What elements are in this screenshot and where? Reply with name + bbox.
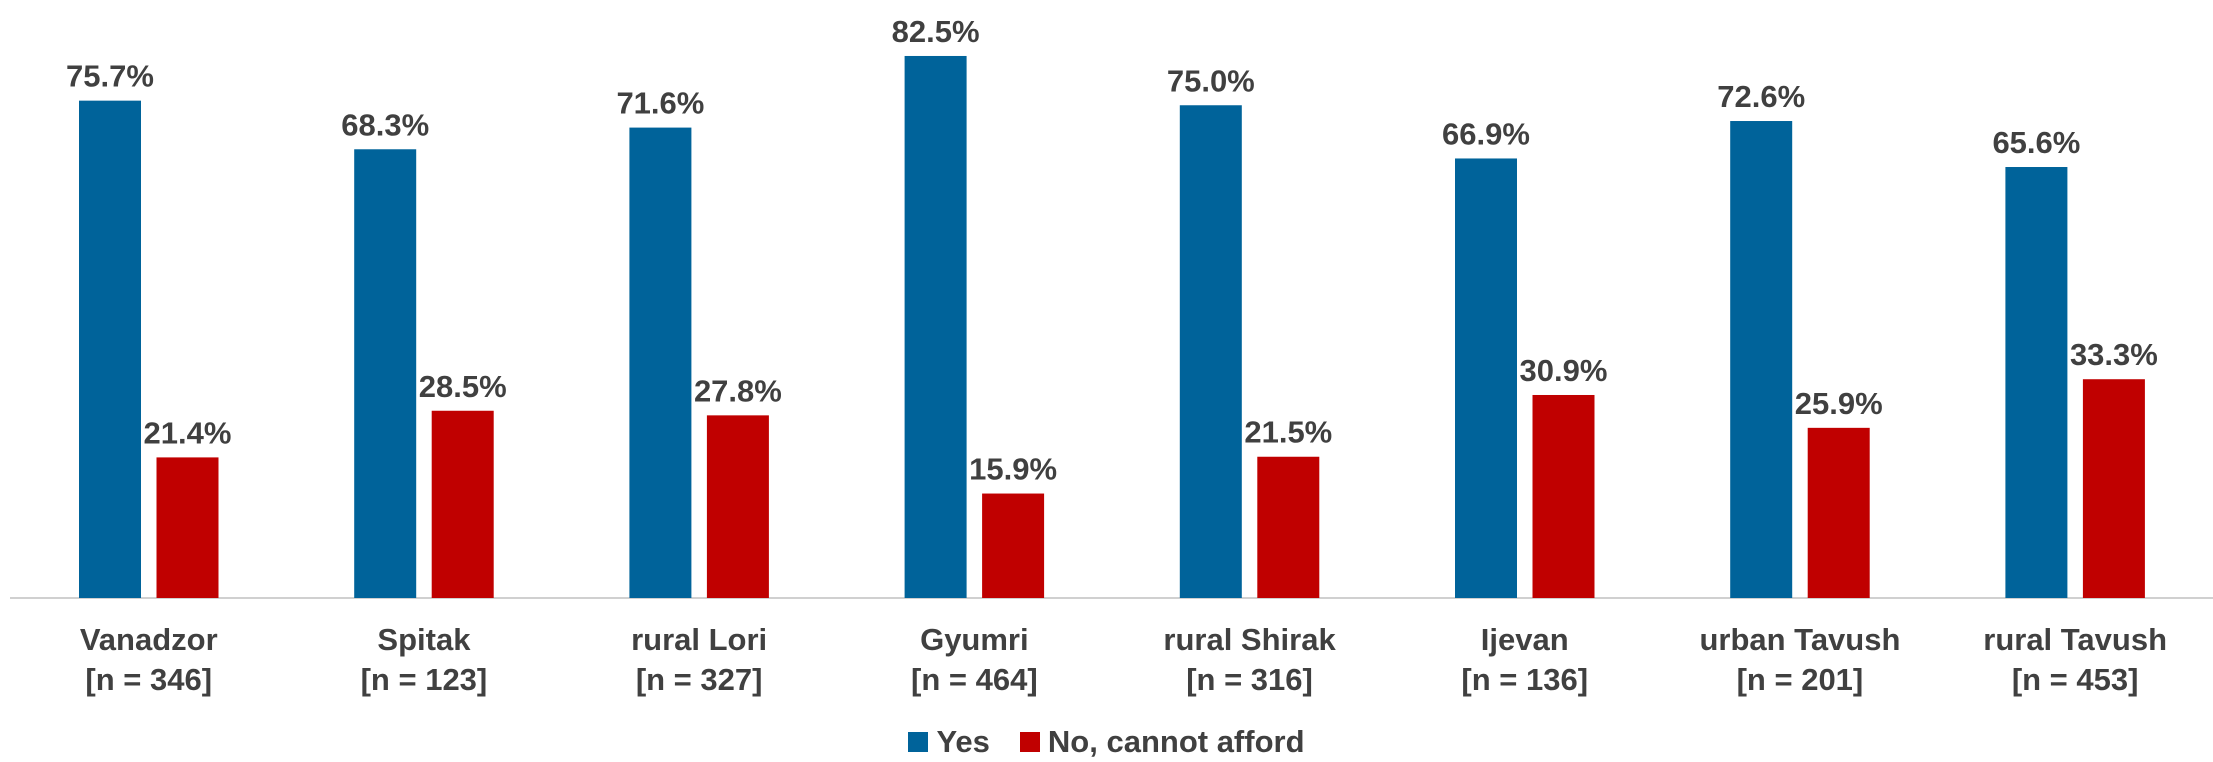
data-label: 72.6% (1717, 79, 1805, 114)
data-label: 25.9% (1795, 386, 1883, 421)
x-tick-label: Spitak [n = 123] (360, 622, 488, 697)
data-label: 33.3% (2070, 337, 2158, 372)
bar (79, 100, 141, 598)
bar (1257, 456, 1320, 598)
data-label: 75.0% (1167, 63, 1255, 98)
legend: Yes No, cannot afford (0, 724, 2213, 760)
data-label: 27.8% (694, 373, 782, 408)
legend-swatch (1019, 732, 1040, 752)
x-tick-label: rural Lori [n = 327] (631, 622, 768, 697)
bar (354, 149, 417, 599)
x-tick-label: Vanadzor [n = 346] (79, 622, 218, 697)
data-label: 30.9% (1520, 353, 1608, 388)
bar (1807, 427, 1870, 598)
data-label: 71.6% (616, 86, 704, 121)
bar (2082, 379, 2145, 598)
legend-label: Yes (936, 724, 990, 759)
data-label: 66.9% (1442, 116, 1530, 151)
bar (431, 410, 494, 598)
legend-swatch (908, 732, 929, 752)
data-label: 75.7% (66, 59, 154, 94)
x-tick-label: rural Shirak [n = 316] (1163, 622, 1336, 697)
data-label: 15.9% (969, 452, 1057, 487)
data-label: 21.4% (144, 415, 232, 450)
x-tick-label: rural Tavush [n = 453] (1983, 622, 2168, 697)
data-label: 68.3% (341, 107, 429, 142)
bar (1730, 121, 1793, 598)
bar (1532, 394, 1595, 598)
bar (1179, 105, 1242, 598)
legend-item: Yes (908, 724, 990, 760)
legend-item: No, cannot afford (1019, 724, 1305, 760)
legend-label: No, cannot afford (1047, 724, 1305, 759)
bar (1455, 158, 1517, 599)
bar (156, 457, 219, 598)
bar (629, 127, 692, 598)
data-label: 82.5% (892, 14, 980, 49)
bar (982, 493, 1045, 598)
data-label: 65.6% (1992, 125, 2080, 160)
x-tick-label: Ijevan [n = 136] (1461, 622, 1589, 697)
bar (904, 55, 967, 599)
bar (706, 415, 769, 598)
data-label: 21.5% (1244, 415, 1332, 450)
x-tick-label: urban Tavush [n = 201] (1699, 622, 1901, 697)
x-tick-label: Gyumri [n = 464] (911, 622, 1038, 697)
bar (2005, 167, 2068, 598)
data-label: 28.5% (419, 369, 507, 404)
